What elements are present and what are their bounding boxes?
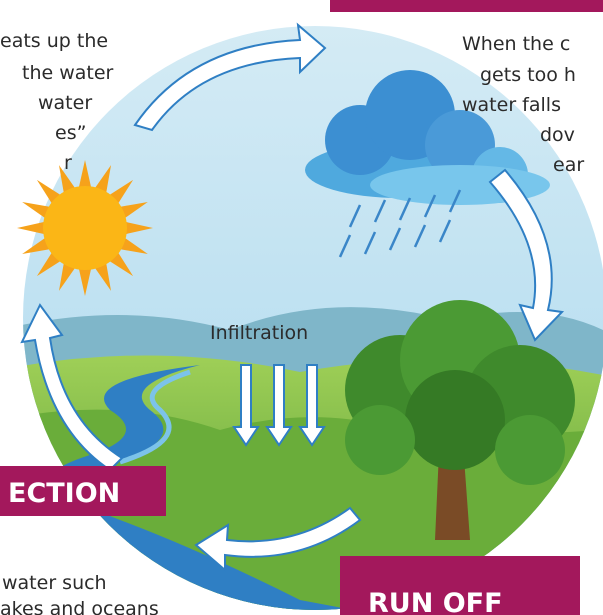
sun bbox=[17, 160, 153, 296]
precipitation-text: When the c bbox=[462, 33, 570, 55]
evaporation-text: r bbox=[64, 152, 72, 174]
precipitation-text: ear bbox=[553, 154, 584, 176]
infiltration-arrows bbox=[234, 365, 324, 445]
evaporation-text: es” bbox=[55, 122, 86, 144]
precipitation-text: dov bbox=[540, 124, 575, 146]
run-off-label: RUN OFF bbox=[368, 588, 503, 615]
evaporation-text: water bbox=[38, 92, 92, 114]
evaporation-text: the water bbox=[22, 62, 114, 84]
sun-ray bbox=[17, 222, 46, 235]
collection-label: ECTION bbox=[8, 478, 120, 509]
collection-text: water such bbox=[2, 572, 107, 594]
precipitation-text: gets too h bbox=[480, 64, 576, 86]
evaporation-text: eats up the bbox=[0, 30, 108, 52]
infiltration-label: Infiltration bbox=[210, 322, 308, 344]
top-label-box bbox=[330, 0, 603, 12]
precipitation-text: water falls bbox=[462, 94, 561, 116]
collection-text: akes and oceans bbox=[0, 598, 159, 615]
water-cycle-diagram: eats up the the water water es” r When t… bbox=[0, 0, 603, 615]
